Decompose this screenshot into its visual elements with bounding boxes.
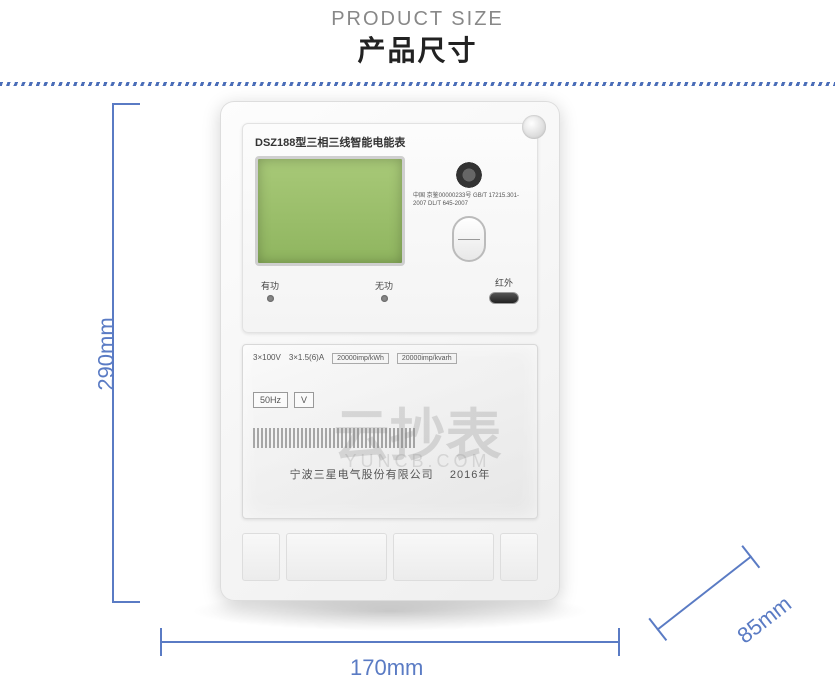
spec-voltage: 3×100V	[253, 353, 281, 364]
indicator-row: 有功 无功 红外	[255, 276, 525, 304]
product-stage: 290mm DSZ188型三相三线智能电能表 中国 京鉴00000233号 GB…	[0, 91, 835, 691]
indicator-ir: 红外	[489, 276, 519, 304]
certification-text: 中国 京鉴00000233号 GB/T 17215.301-2007 DL/T …	[413, 193, 525, 209]
scroll-button[interactable]	[452, 216, 486, 262]
company-line: 宁波三星电气股份有限公司 2016年	[253, 466, 527, 482]
meter-mid-panel: 3×100V 3×1.5(6)A 20000imp/kWh 20000imp/k…	[242, 344, 538, 519]
brand-logo-icon	[454, 160, 484, 190]
side-info: 中国 京鉴00000233号 GB/T 17215.301-2007 DL/T …	[413, 156, 525, 266]
spec-line: 3×100V 3×1.5(6)A 20000imp/kWh 20000imp/k…	[253, 353, 527, 364]
terminal-slot	[286, 533, 387, 581]
spec-current: 3×1.5(6)A	[289, 353, 324, 364]
header: PRODUCT SIZE 产品尺寸	[0, 0, 835, 69]
terminal-slot	[242, 533, 280, 581]
dimension-depth-label: 85mm	[732, 591, 796, 649]
ir-window-icon	[489, 292, 519, 304]
indicator-active-label: 有功	[261, 279, 279, 292]
model-label: DSZ188型三相三线智能电能表	[255, 134, 525, 150]
indicator-reactive: 无功	[375, 279, 393, 302]
terminal-slot	[500, 533, 538, 581]
company-year: 2016年	[450, 469, 490, 481]
energy-meter: DSZ188型三相三线智能电能表 中国 京鉴00000233号 GB/T 172…	[220, 101, 560, 601]
lcd-screen	[255, 156, 405, 266]
barcode-icon	[253, 428, 417, 448]
dimension-line-depth	[656, 555, 752, 630]
spec-freq: 50Hz	[253, 392, 288, 408]
indicator-reactive-label: 无功	[375, 279, 393, 292]
dimension-height-label: 290mm	[94, 317, 120, 390]
terminal-slot	[393, 533, 494, 581]
spec-pulse1: 20000imp/kWh	[332, 353, 389, 364]
spec-pulse2: 20000imp/kvarh	[397, 353, 457, 364]
dimension-line-horizontal	[160, 641, 620, 643]
company-name: 宁波三星电气股份有限公司	[290, 469, 434, 481]
divider-dashed	[0, 77, 835, 91]
title-english: PRODUCT SIZE	[0, 8, 835, 31]
led-icon	[267, 295, 274, 302]
spec-v-icon: V	[294, 392, 314, 408]
dimension-width-label: 170mm	[350, 655, 423, 681]
led-icon	[381, 295, 388, 302]
meter-top-panel: DSZ188型三相三线智能电能表 中国 京鉴00000233号 GB/T 172…	[242, 123, 538, 333]
title-chinese: 产品尺寸	[0, 29, 835, 69]
freq-row: 50Hz V	[253, 392, 527, 408]
lcd-row: 中国 京鉴00000233号 GB/T 17215.301-2007 DL/T …	[255, 156, 525, 266]
indicator-ir-label: 红外	[495, 276, 513, 289]
terminal-cover	[242, 533, 538, 581]
indicator-active: 有功	[261, 279, 279, 302]
